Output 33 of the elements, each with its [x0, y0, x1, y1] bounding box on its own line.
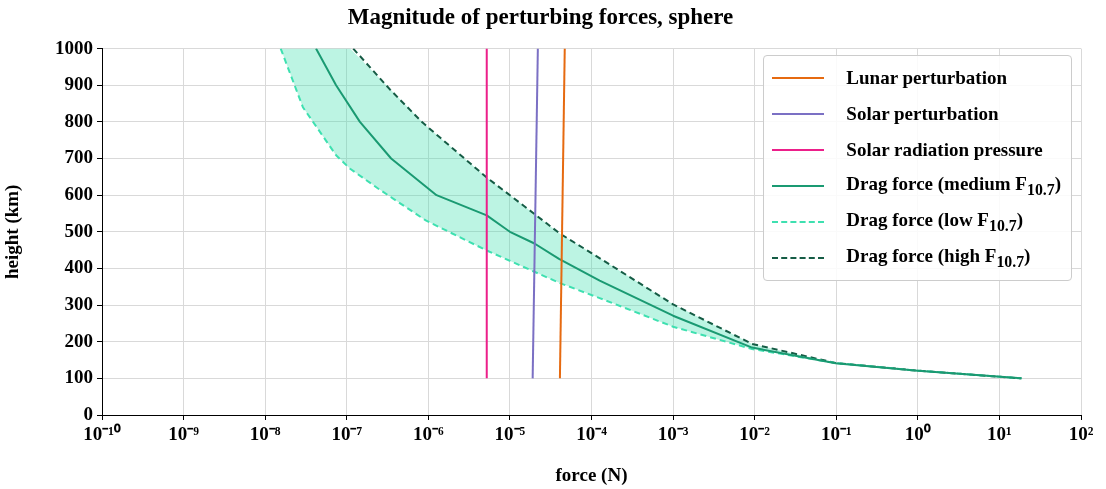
- x-tick-label: 10⁻⁸: [249, 423, 281, 445]
- legend-label: Drag force (high F$_{10.7}$): [846, 245, 1031, 271]
- y-tick-label: 100: [64, 366, 93, 388]
- x-tick-label: 10⁻²: [739, 423, 771, 445]
- y-axis-title: height (km): [1, 184, 24, 280]
- y-tick-label: 300: [64, 292, 93, 314]
- legend-label: Solar radiation pressure: [846, 139, 1043, 161]
- chart-title: Magnitude of perturbing forces, sphere: [347, 3, 734, 29]
- legend-label: Drag force (medium F$_{10.7}$): [846, 173, 1061, 199]
- x-tick-label: 10⁻⁶: [412, 423, 444, 445]
- y-tick-label: 400: [64, 256, 93, 278]
- x-tick-label: 10⁻⁵: [494, 423, 526, 445]
- x-tick-label: 10¹: [987, 423, 1012, 445]
- x-tick-label: 10⁻⁴: [576, 423, 608, 445]
- x-tick-label: 10⁻⁹: [168, 423, 200, 445]
- y-tick-label: 700: [64, 146, 93, 168]
- y-tick-label: 800: [64, 109, 93, 131]
- x-tick-label: 10²: [1068, 423, 1094, 445]
- legend-label: Lunar perturbation: [846, 67, 1007, 89]
- y-tick-label: 0: [83, 402, 93, 424]
- x-tick-label: 10⁻⁷: [331, 423, 363, 445]
- y-tick-label: 600: [64, 183, 93, 205]
- y-tick-label: 900: [64, 73, 93, 95]
- y-tick-label: 1000: [55, 36, 93, 58]
- x-tick-label: 10⁻¹: [820, 423, 852, 445]
- x-tick-label: 10⁻¹⁰: [83, 423, 121, 445]
- legend-label: Drag force (low F$_{10.7}$): [846, 209, 1023, 235]
- y-tick-label: 500: [64, 219, 93, 241]
- x-tick-label: 10⁰: [904, 423, 931, 445]
- x-axis-title: force (N): [555, 463, 628, 486]
- y-tick-label: 200: [64, 329, 93, 351]
- legend-label: Solar perturbation: [846, 103, 999, 125]
- x-tick-label: 10⁻³: [657, 423, 689, 445]
